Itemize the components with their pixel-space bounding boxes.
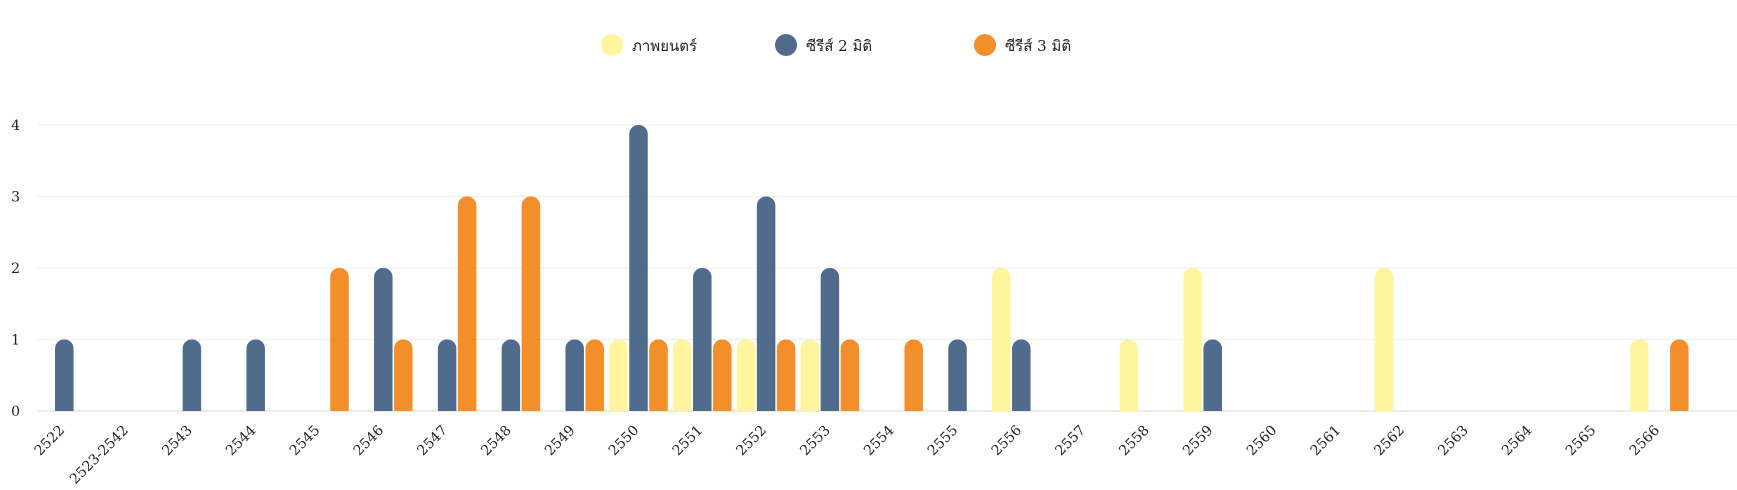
y-tick-label: 1	[11, 333, 20, 349]
x-tick-label: 2561	[1308, 423, 1345, 460]
legend-swatch	[775, 34, 797, 56]
x-tick-label: 2551	[670, 423, 707, 460]
y-tick-label: 4	[11, 118, 20, 134]
bar-3-2552[interactable]	[776, 339, 796, 420]
bar-1-2551[interactable]	[673, 339, 692, 420]
bars	[55, 125, 1689, 420]
legend-item-2[interactable]: ซีรีส์ 2 มิติ	[775, 34, 872, 56]
y-tick-label: 2	[11, 261, 20, 277]
bar-2-2548[interactable]	[501, 339, 521, 420]
x-tick-label: 2544	[223, 422, 260, 459]
x-tick-label: 2550	[606, 423, 643, 460]
x-tick-label: 2557	[1052, 423, 1089, 460]
y-tick-label: 3	[11, 190, 20, 206]
bar-2-2522[interactable]	[55, 339, 74, 420]
x-tick-label: 2566	[1627, 422, 1664, 459]
bar-2-2547[interactable]	[437, 339, 457, 420]
bar-1-2550[interactable]	[609, 339, 628, 420]
legend-item-3[interactable]: ซีรีส์ 3 มิติ	[974, 34, 1071, 56]
x-tick-label: 2549	[542, 423, 579, 460]
x-tick-label: 2548	[478, 423, 515, 460]
x-tick-label: 2546	[351, 422, 388, 459]
bar-1-2556[interactable]	[992, 268, 1011, 419]
legend-swatch	[601, 34, 623, 56]
bar-3-2546[interactable]	[394, 339, 413, 420]
bar-2-2550[interactable]	[629, 125, 648, 419]
legend-label: ซีรีส์ 2 มิติ	[806, 37, 872, 55]
bar-2-2544[interactable]	[246, 339, 265, 420]
bar-3-2553[interactable]	[840, 339, 860, 420]
bar-3-2554[interactable]	[904, 339, 923, 420]
bar-3-2547[interactable]	[457, 196, 477, 420]
bar-1-2562[interactable]	[1374, 268, 1394, 419]
legend-swatch	[974, 34, 996, 56]
bar-3-2551[interactable]	[713, 339, 732, 420]
legend-item-1[interactable]: ภาพยนตร์	[601, 34, 697, 56]
legend-label: ซีรีส์ 3 มิติ	[1005, 37, 1071, 55]
x-tick-label: 2554	[861, 422, 898, 459]
bar-2-2551[interactable]	[693, 268, 712, 419]
bar-1-2559[interactable]	[1183, 268, 1202, 419]
x-tick-label: 2565	[1563, 423, 1600, 460]
x-tick-label: 2559	[1180, 423, 1217, 460]
y-axis: 0 1 2 3 4	[11, 118, 20, 420]
bar-2-2556[interactable]	[1012, 339, 1031, 420]
bar-2-2553[interactable]	[820, 268, 840, 419]
bar-1-2553[interactable]	[800, 339, 820, 420]
x-tick-label: 2523-2542	[67, 423, 132, 488]
bar-1-2558[interactable]	[1119, 339, 1139, 420]
bar-3-2566[interactable]	[1670, 339, 1689, 420]
gridlines	[38, 124, 1737, 412]
x-tick-label: 2547	[414, 423, 451, 460]
bar-2-2555[interactable]	[948, 339, 967, 420]
x-tick-label: 2564	[1499, 422, 1536, 459]
legend-label: ภาพยนตร์	[632, 37, 697, 55]
y-tick-label: 0	[11, 404, 20, 420]
bar-1-2566[interactable]	[1630, 339, 1649, 420]
x-tick-label: 2558	[1116, 423, 1153, 460]
x-tick-label: 2545	[287, 423, 324, 460]
x-tick-label: 2563	[1435, 423, 1472, 460]
bar-3-2549[interactable]	[585, 339, 604, 420]
x-tick-label: 2553	[797, 423, 834, 460]
bar-1-2552[interactable]	[736, 339, 756, 420]
bar-2-2549[interactable]	[565, 339, 584, 420]
x-tick-label: 2556	[989, 422, 1026, 459]
x-tick-label: 2562	[1371, 423, 1408, 460]
x-tick-label: 2560	[1244, 423, 1281, 460]
bar-2-2559[interactable]	[1203, 339, 1222, 420]
bar-3-2550[interactable]	[649, 339, 668, 420]
x-tick-label: 2552	[733, 423, 770, 460]
legend: ภาพยนตร์ ซีรีส์ 2 มิติ ซีรีส์ 3 มิติ	[601, 34, 1071, 56]
x-tick-label: 2555	[925, 423, 962, 460]
bar-3-2545[interactable]	[330, 268, 349, 419]
x-tick-label: 2543	[159, 423, 196, 460]
bar-2-2546[interactable]	[374, 268, 393, 419]
bar-2-2552[interactable]	[756, 196, 776, 420]
bar-2-2543[interactable]	[182, 339, 202, 420]
bar-3-2548[interactable]	[521, 196, 541, 420]
x-tick-label: 2522	[32, 423, 69, 460]
